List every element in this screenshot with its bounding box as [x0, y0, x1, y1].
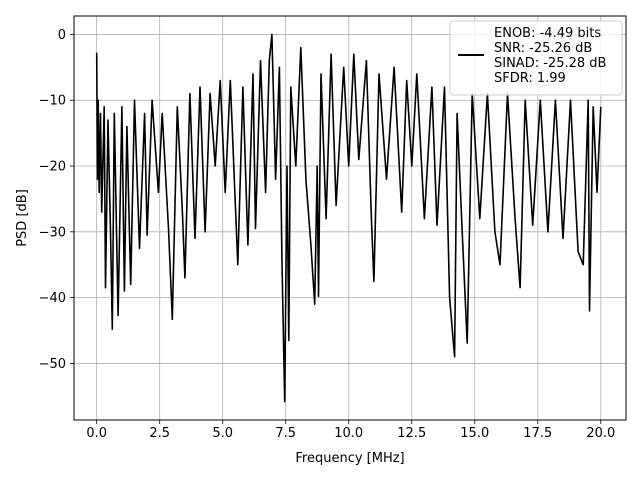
y-tick-label: 0: [58, 28, 66, 43]
legend-entry: SINAD: -25.28 dB: [494, 56, 606, 71]
y-tick-label: −40: [39, 291, 66, 306]
ticks: 0.0 2.5 5.0 7.5 10.0 12.5 15.0 17.5 20.0 0 −10 −20 −…: [39, 28, 616, 441]
y-tick-label: −20: [39, 160, 66, 175]
plot-area: [95, 33, 602, 403]
x-tick-label: 15.0: [460, 426, 489, 441]
x-tick-label: 17.5: [523, 426, 552, 441]
x-tick-label: 2.5: [149, 426, 170, 441]
y-axis-label: PSD [dB]: [15, 189, 30, 247]
legend-box: [449, 20, 623, 96]
x-tick-label: 10.0: [334, 426, 363, 441]
y-tick-label: −30: [39, 225, 66, 240]
y-tick-label: −50: [39, 357, 66, 372]
axes-frame: [73, 15, 627, 421]
x-tick-label: 7.5: [275, 426, 296, 441]
x-tick-label: 20.0: [586, 426, 615, 441]
x-tick-label: 12.5: [397, 426, 426, 441]
x-tick-label: 5.0: [212, 426, 233, 441]
legend-entry: SNR: -25.26 dB: [494, 41, 592, 56]
legend-entry: ENOB: -4.49 bits: [494, 26, 601, 41]
legend-entry: SFDR: 1.99: [494, 71, 566, 86]
psd-trace: [95, 33, 602, 403]
x-axis-label: Frequency [MHz]: [295, 451, 404, 466]
x-tick-label: 0.0: [86, 426, 107, 441]
y-tick-label: −10: [39, 94, 66, 109]
